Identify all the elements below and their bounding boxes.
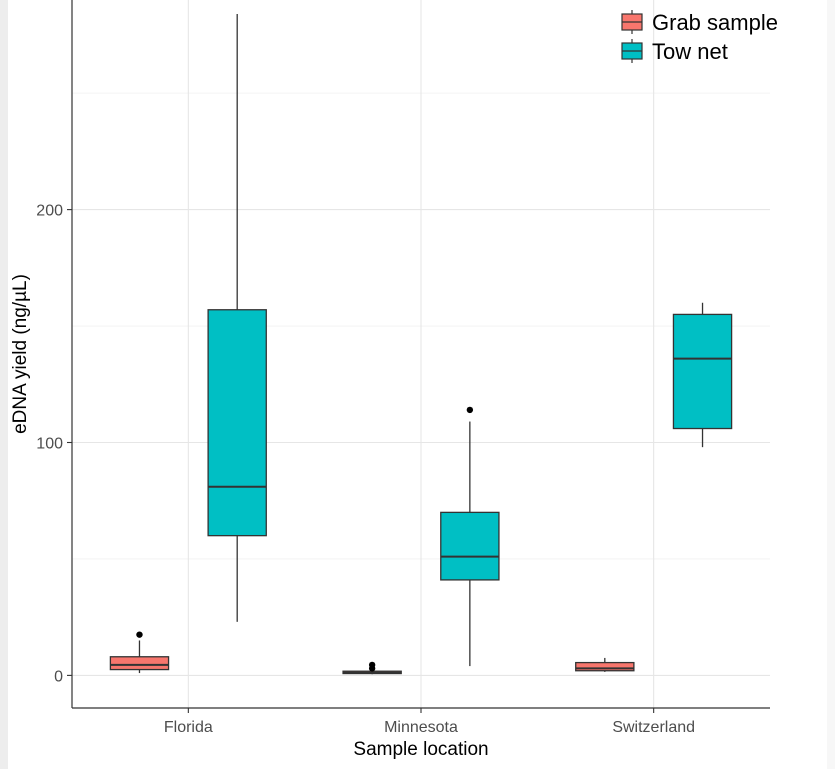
x-axis-title: Sample location [353, 739, 488, 760]
box-grab-sample-minnesota [342, 661, 402, 675]
right-edge-strip [827, 0, 835, 769]
grid-lines [72, 0, 770, 708]
y-axis-title: eDNA yield (ng/µL) [10, 274, 31, 434]
legend-label: Grab sample [652, 10, 778, 35]
outlier-point [466, 406, 474, 414]
x-tick-label: Switzerland [612, 719, 695, 736]
box-iqr [440, 511, 500, 581]
y-tick-label: 0 [54, 668, 63, 685]
box-grab-sample-florida [109, 631, 170, 674]
left-edge-strip [0, 0, 8, 769]
box-iqr [672, 313, 733, 430]
legend-item: Tow net [621, 39, 728, 64]
y-tick-label: 200 [36, 203, 63, 220]
box-tow-net-minnesota [440, 406, 500, 667]
y-tick-label: 100 [36, 436, 63, 453]
outlier-point [136, 631, 143, 638]
legend-label: Tow net [652, 39, 728, 64]
legend: Grab sample Tow net [621, 10, 778, 64]
outlier-point [368, 661, 376, 669]
box-tow-net-florida [207, 13, 267, 622]
box-iqr [575, 661, 635, 672]
x-tick-label: Minnesota [384, 719, 458, 736]
box-tow-net-switzerland [672, 302, 733, 448]
box-iqr [207, 309, 267, 537]
boxes-layer [109, 13, 733, 675]
legend-item: Grab sample [621, 10, 778, 35]
box-iqr [109, 656, 170, 671]
x-tick-label: Florida [164, 719, 213, 736]
axis-ticks: 0 100 200 Florida Minnesota Switzerland [36, 203, 695, 736]
box-grab-sample-switzerland [575, 657, 635, 672]
